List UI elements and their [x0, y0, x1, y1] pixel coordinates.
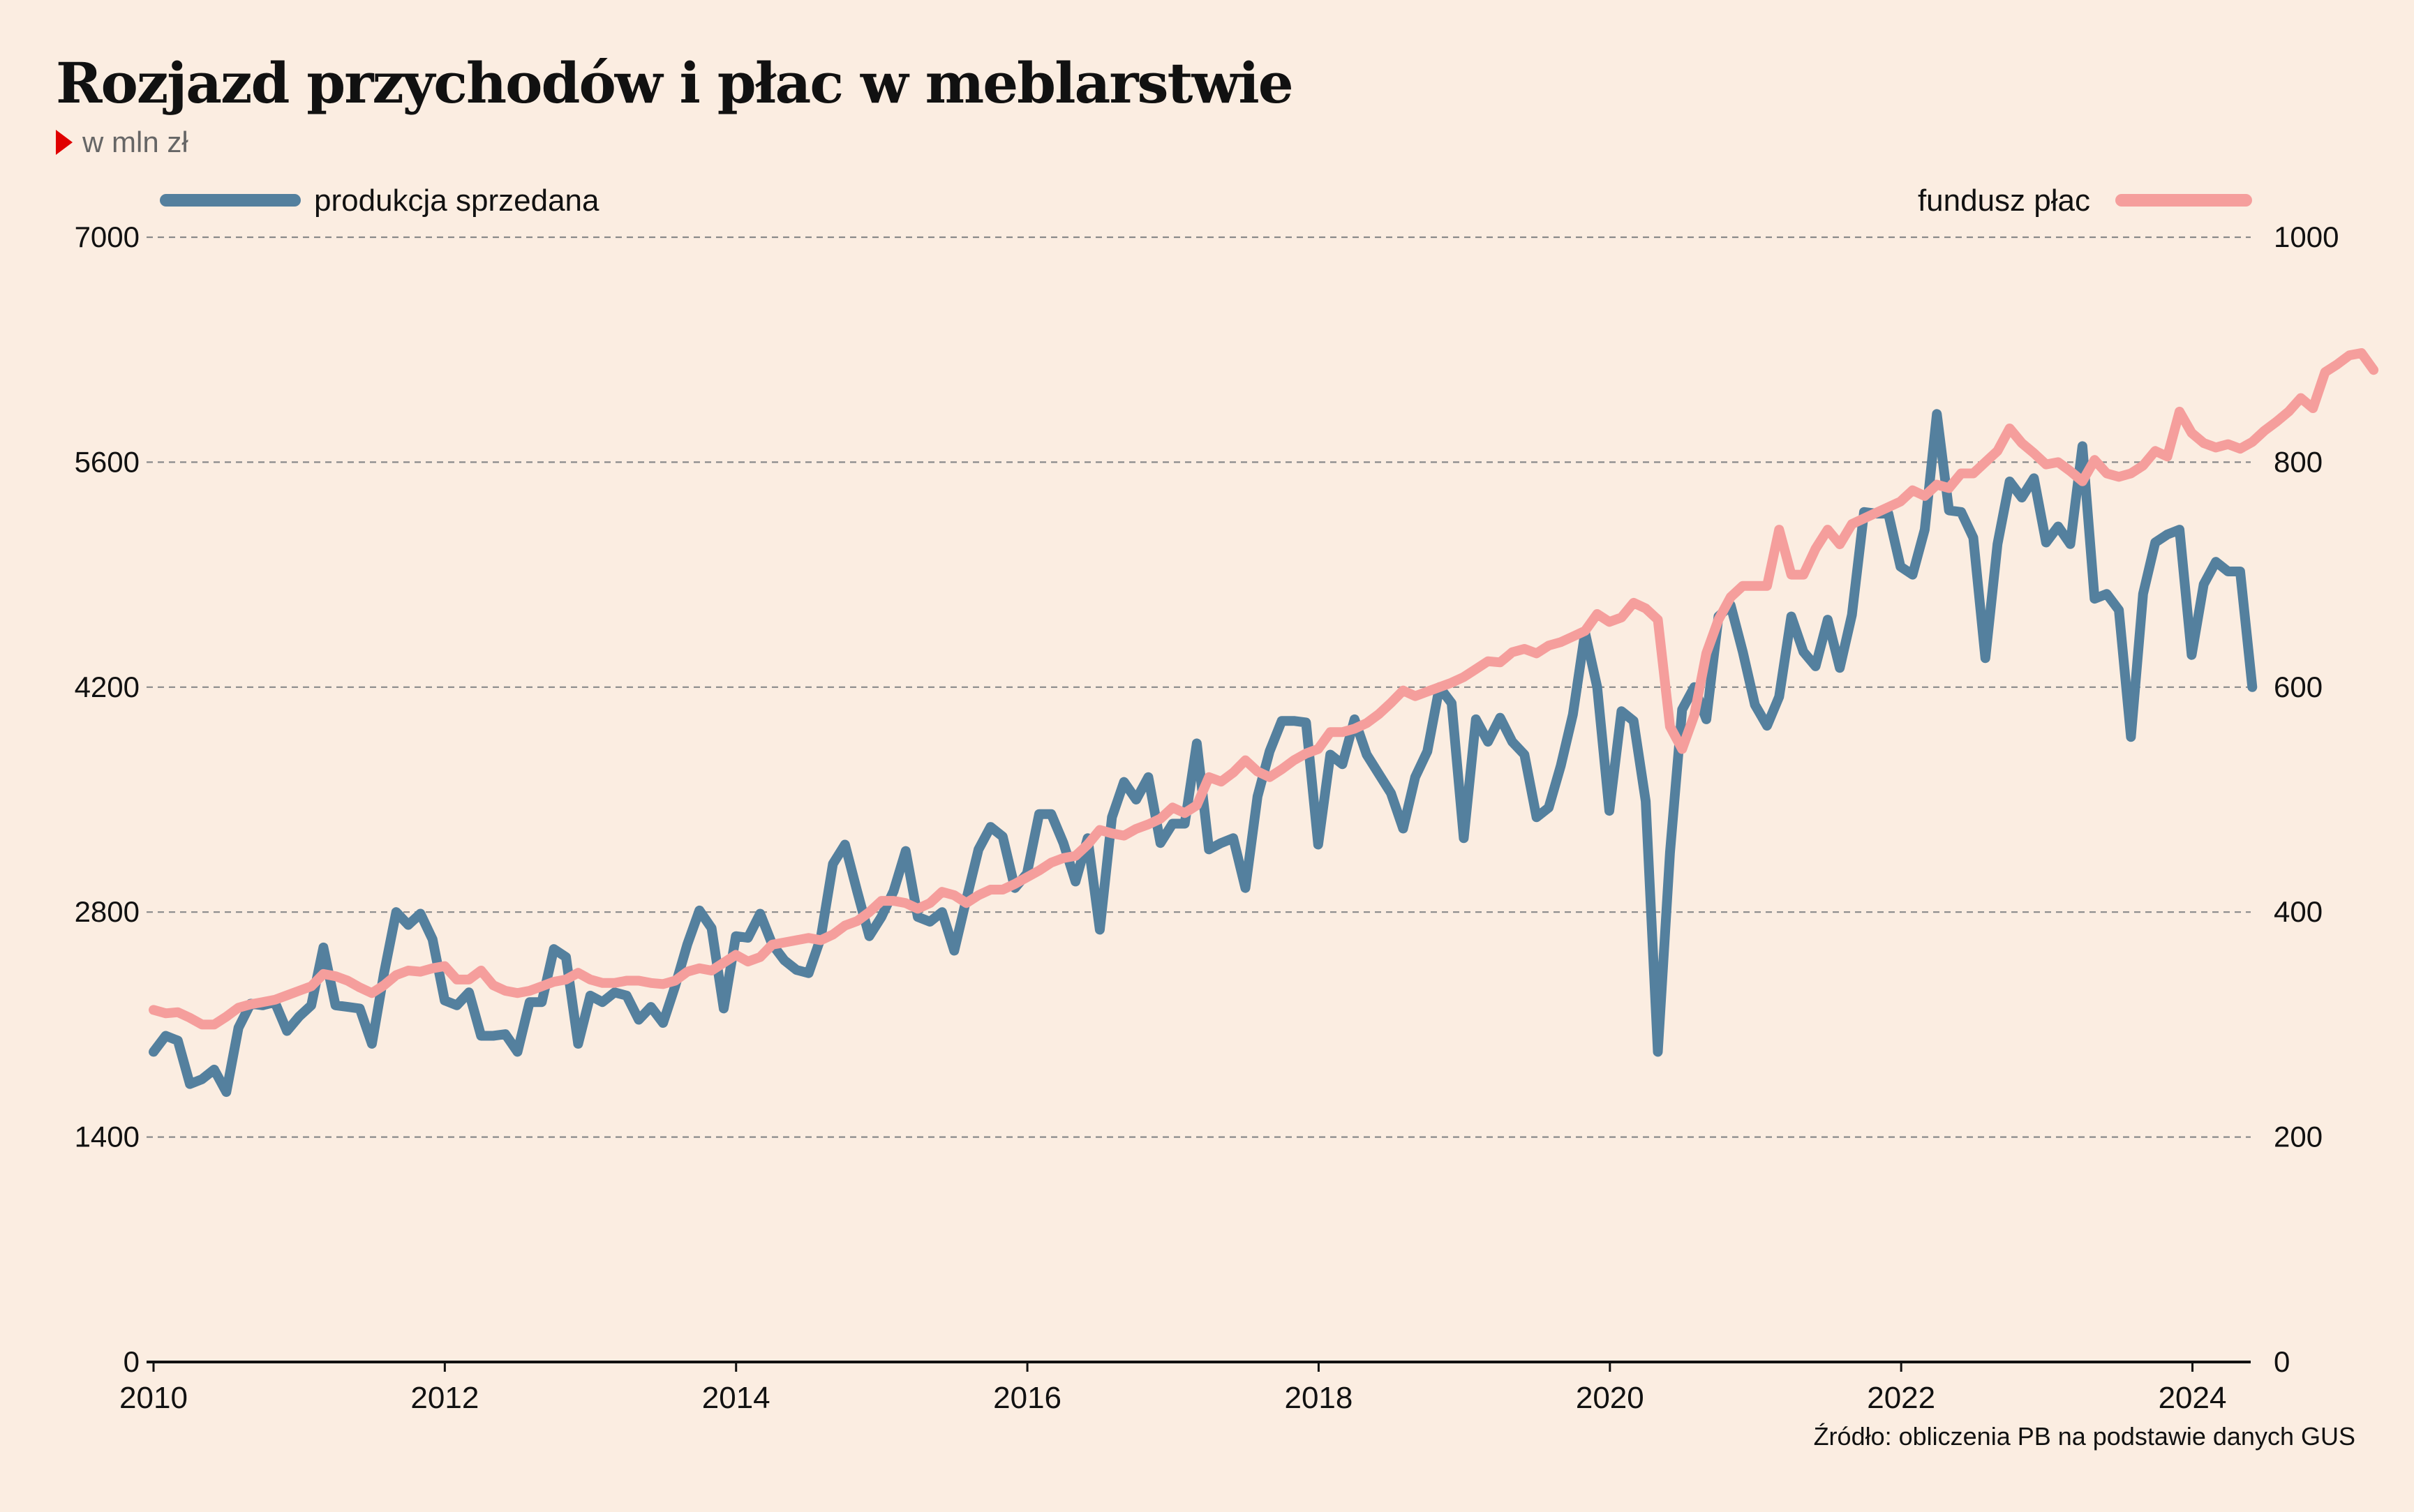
y-left-tick-label: 1400 [75, 1121, 140, 1153]
y-left-tick-label: 7000 [75, 220, 140, 253]
series-line-fundusz-plac [149, 348, 2379, 1030]
axes: 0 1400 2800 4200 5600 7000 0 200 400 600 800 1000 20… [75, 220, 2339, 1415]
legend-label-produkcja-sprzedana: produkcja sprzedana [314, 184, 599, 218]
legend: produkcja sprzedana fundusz płac [160, 184, 2252, 218]
y-right-tick-label: 400 [2274, 895, 2323, 928]
gridlines [147, 236, 2251, 1138]
y-left-tick-label: 2800 [75, 895, 140, 928]
source-note: Źródło: obliczenia PB na podstawie danyc… [1813, 1422, 2355, 1451]
y-right-tick-label: 800 [2274, 445, 2323, 478]
series-line-produkcja-sprzedana [149, 409, 2258, 1098]
x-tick-label: 2024 [2159, 1381, 2227, 1415]
y-right-tick-label: 1000 [2274, 220, 2339, 253]
series-lines [149, 348, 2379, 1098]
y-right-tick-label: 600 [2274, 671, 2323, 703]
unit-label: w mln zł [82, 126, 188, 158]
x-tick-label: 2014 [702, 1381, 770, 1415]
x-tick-label: 2018 [1284, 1381, 1353, 1415]
triangle-marker-icon [56, 130, 73, 155]
chart-title: Rozjazd przychodów i płac w meblarstwie [56, 50, 1294, 116]
x-tick-label: 2016 [993, 1381, 1061, 1415]
y-left-tick-label: 0 [124, 1345, 140, 1378]
x-tick-label: 2012 [410, 1381, 479, 1415]
legend-label-fundusz-plac: fundusz płac [1918, 184, 2090, 218]
y-right-tick-label: 200 [2274, 1121, 2323, 1153]
y-left-tick-label: 4200 [75, 671, 140, 703]
chart-subtitle: w mln zł [56, 126, 188, 159]
x-tick-label: 2020 [1576, 1381, 1644, 1415]
y-right-tick-label: 0 [2274, 1345, 2290, 1378]
y-left-tick-label: 5600 [75, 445, 140, 478]
x-tick-label: 2010 [119, 1381, 188, 1415]
x-tick-label: 2022 [1867, 1381, 1935, 1415]
